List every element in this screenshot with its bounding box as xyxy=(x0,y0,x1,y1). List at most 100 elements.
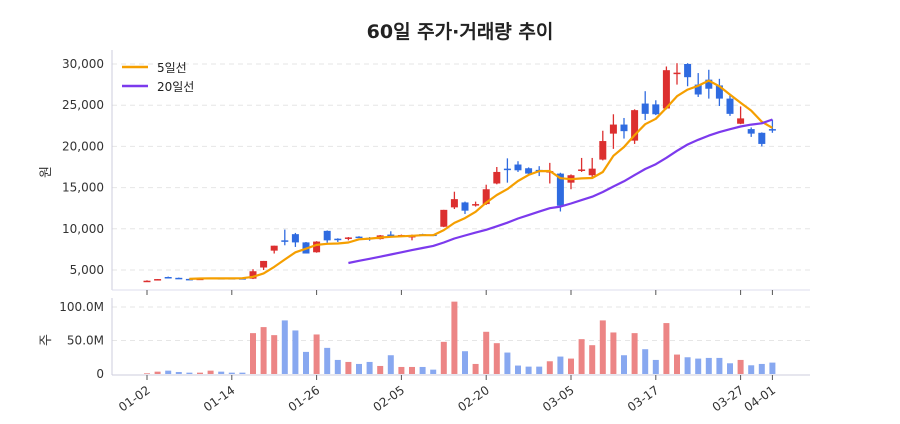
volume-bar xyxy=(504,352,511,374)
candle-body xyxy=(344,237,352,239)
volume-bar xyxy=(271,335,278,374)
volume-bar xyxy=(334,359,341,374)
candle-body xyxy=(482,189,490,205)
volume-bar xyxy=(175,371,182,374)
volume-bar xyxy=(451,301,458,374)
volume-bar xyxy=(578,339,585,374)
volume-bar xyxy=(663,323,670,374)
volume-bar xyxy=(652,359,659,374)
candle-body xyxy=(291,234,299,243)
candle-body xyxy=(662,70,670,109)
volume-bar xyxy=(313,334,320,374)
candle-body xyxy=(652,104,660,115)
volume-bar xyxy=(472,363,479,374)
candle-body xyxy=(334,238,342,241)
volume-bar xyxy=(705,357,712,374)
volume-bar xyxy=(546,361,553,374)
candle-body xyxy=(758,132,766,144)
candle-body xyxy=(556,173,564,206)
volume-bar xyxy=(154,371,161,374)
volume-bar xyxy=(515,365,521,374)
candle-body xyxy=(249,271,257,279)
volume-bar xyxy=(568,358,574,374)
volume-bar xyxy=(144,373,150,374)
candle-body xyxy=(684,64,692,78)
candle-body xyxy=(503,168,511,171)
candle-body xyxy=(588,168,596,176)
candle-body xyxy=(747,129,755,134)
candle-body xyxy=(270,245,278,251)
candle-body xyxy=(694,84,702,95)
volume-bar xyxy=(281,320,288,374)
legend: 5일선 20일선 xyxy=(122,61,194,94)
volume-tick-label: 100.0M xyxy=(59,300,104,314)
x-tick-label: 03-27 xyxy=(710,383,747,414)
candle-body xyxy=(673,72,681,75)
volume-bar xyxy=(207,370,214,374)
volume-bar xyxy=(165,370,172,374)
price-tick-label: 20,000 xyxy=(62,139,104,153)
volume-bar xyxy=(377,365,384,374)
volume-bar xyxy=(674,354,680,374)
price-tick-label: 30,000 xyxy=(62,57,104,71)
candle-body xyxy=(472,204,480,206)
candle-body xyxy=(609,124,617,134)
candle-body xyxy=(631,110,639,141)
volume-bar xyxy=(599,320,606,374)
volume-bar xyxy=(387,355,394,374)
candle-body xyxy=(164,277,172,279)
candle-body xyxy=(185,278,193,281)
ma-line-20 xyxy=(348,118,773,265)
volume-bar xyxy=(684,357,691,374)
candle-body xyxy=(323,230,331,241)
volume-bar xyxy=(228,372,235,374)
volume-bar xyxy=(536,366,543,374)
volume-bar xyxy=(345,361,352,374)
candle-body xyxy=(313,241,321,253)
volume-bar xyxy=(589,345,596,374)
volume-bar xyxy=(186,372,193,374)
volume-bar xyxy=(483,331,490,374)
x-tick-label: 03-17 xyxy=(625,383,662,414)
volume-bar xyxy=(292,330,299,374)
legend-label-ma20: 20일선 xyxy=(157,80,194,94)
volume-bar xyxy=(727,363,733,374)
candle-body xyxy=(620,124,628,132)
volume-bar xyxy=(631,333,638,374)
candle-body xyxy=(525,168,533,174)
volume-bar xyxy=(621,355,627,374)
candle-body xyxy=(355,236,363,239)
volume-bar xyxy=(557,356,564,374)
x-tick-label: 01-14 xyxy=(201,383,238,414)
volume-bar xyxy=(737,359,744,374)
candle-body xyxy=(143,280,151,283)
volume-bar xyxy=(218,371,225,374)
volume-bar xyxy=(493,343,500,374)
candle-body xyxy=(260,260,268,268)
candle-body xyxy=(715,85,723,99)
candle-body xyxy=(493,171,501,184)
candle-body xyxy=(641,103,649,114)
volume-bar xyxy=(409,366,415,374)
volume-bar xyxy=(642,349,649,374)
volume-tick-label: 0 xyxy=(96,367,104,381)
volume-bar xyxy=(758,363,765,374)
volume-bar xyxy=(398,366,405,374)
candle-body xyxy=(726,98,734,114)
candle-body xyxy=(768,129,776,131)
x-tick-label: 04-01 xyxy=(742,383,779,414)
candle-body xyxy=(440,209,448,227)
x-tick-label: 01-02 xyxy=(116,383,153,414)
volume-bar xyxy=(260,327,267,374)
x-tick-label: 02-20 xyxy=(455,383,492,414)
candle-body xyxy=(281,240,289,242)
volume-bar xyxy=(356,363,362,374)
volume-axis-label: 주 xyxy=(39,334,54,346)
volume-bar xyxy=(695,358,702,374)
ma-line-5 xyxy=(189,79,773,280)
candle-body xyxy=(461,202,469,211)
chart-title: 60일 주가·거래량 추이 xyxy=(367,21,554,43)
x-tick-label: 03-05 xyxy=(540,383,577,414)
candle-body xyxy=(705,79,713,89)
